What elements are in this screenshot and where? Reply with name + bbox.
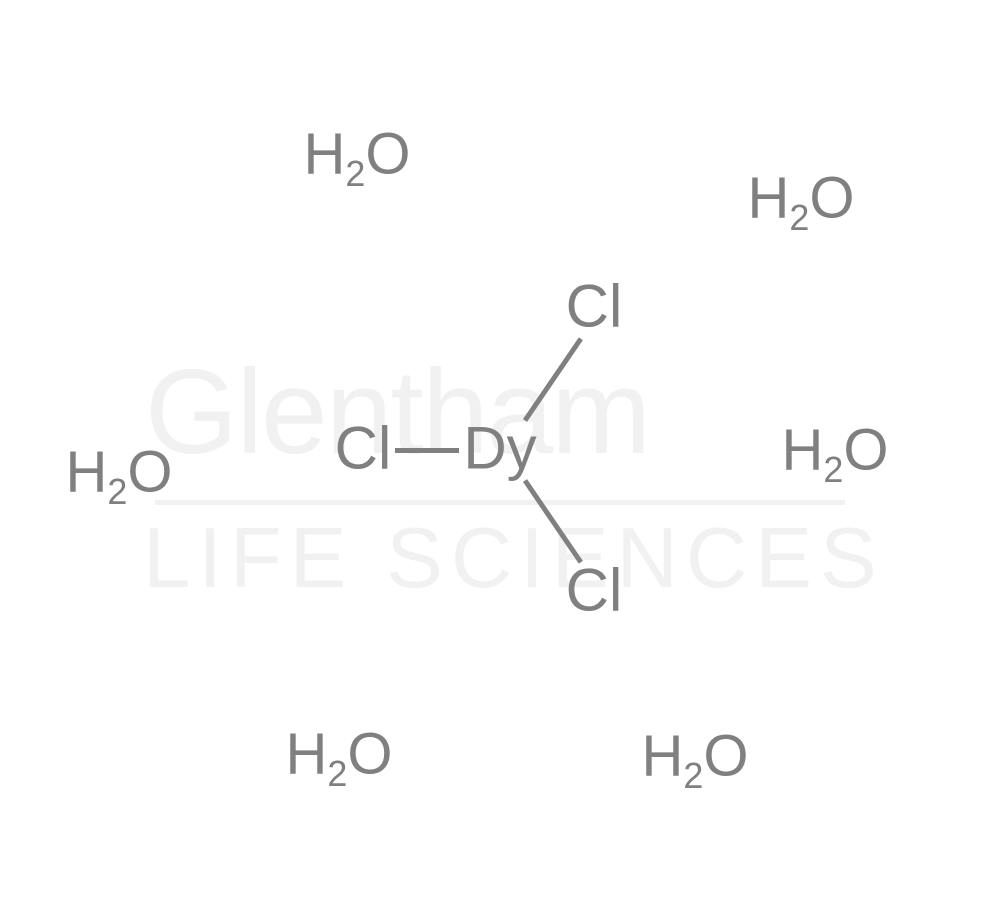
watermark-underline	[155, 500, 845, 505]
atom-h2o-tl: H2O	[303, 121, 410, 188]
atom-cl-left: Cl	[335, 414, 392, 483]
atom-h2o-bl: H2O	[285, 721, 392, 788]
atom-h2o-mr: H2O	[781, 417, 888, 484]
atom-h2o-br: H2O	[641, 723, 748, 790]
atom-cl-lower: Cl	[566, 556, 623, 625]
bond-dy-cl-left	[395, 448, 459, 453]
chemical-structure-canvas: Glentham LIFE SCIENCES Dy Cl Cl Cl H2O H2O H2O H2…	[0, 0, 1000, 900]
bond-dy-cl-upper	[523, 337, 583, 422]
watermark-line2: LIFE SCIENCES	[143, 510, 885, 608]
atom-h2o-ml: H2O	[65, 439, 172, 506]
bond-dy-cl-lower	[523, 479, 583, 564]
atom-h2o-tr: H2O	[747, 165, 854, 232]
atom-cl-upper: Cl	[566, 272, 623, 341]
atom-dy: Dy	[463, 414, 536, 483]
watermark-line1: Glentham	[145, 343, 649, 481]
